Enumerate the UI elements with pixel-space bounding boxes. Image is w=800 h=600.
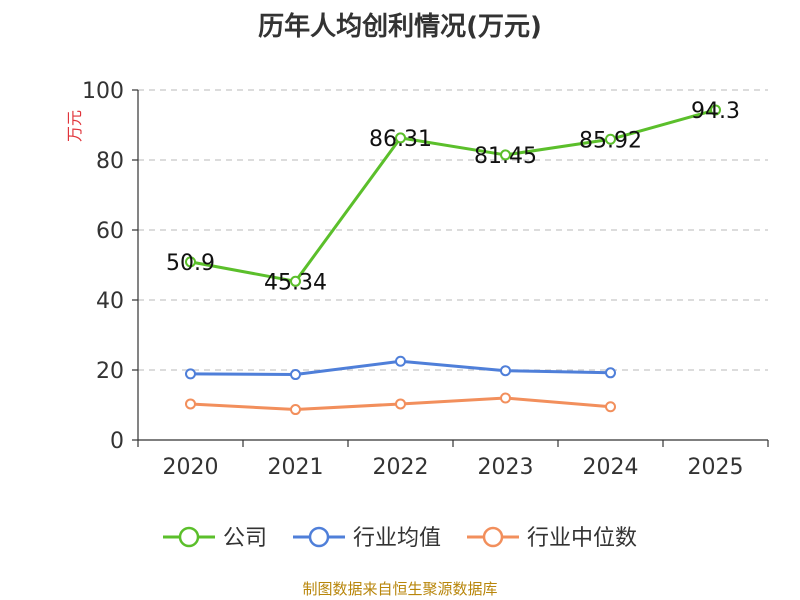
data-point bbox=[605, 133, 616, 145]
x-tick-label: 2021 bbox=[268, 455, 324, 480]
y-tick-label: 80 bbox=[96, 149, 124, 174]
legend: 公司 行业均值 行业中位数 bbox=[163, 526, 637, 551]
legend-marker bbox=[482, 526, 504, 548]
x-tick-label: 2022 bbox=[373, 455, 429, 480]
legend-label: 行业中位数 bbox=[527, 526, 637, 551]
series-lines bbox=[185, 104, 721, 416]
data-point bbox=[605, 367, 616, 379]
data-point bbox=[185, 368, 196, 380]
data-point bbox=[500, 149, 511, 161]
axes: 0 20 40 60 80 100 2020 2021 2022 2023 2024 2025 万元 bbox=[65, 79, 769, 480]
source-note: 制图数据来自恒生聚源数据库 bbox=[302, 580, 498, 598]
data-label: 81.45 bbox=[474, 144, 537, 169]
x-tick-label: 2020 bbox=[163, 455, 219, 480]
data-point bbox=[605, 401, 616, 413]
data-labels: 50.9 45.34 86.31 81.45 85.92 94.3 bbox=[166, 99, 740, 295]
data-label: 85.92 bbox=[579, 128, 642, 153]
legend-label: 行业均值 bbox=[353, 526, 441, 551]
x-tick-label: 2025 bbox=[688, 455, 744, 480]
y-axis-label: 万元 bbox=[65, 110, 84, 142]
legend-label: 公司 bbox=[223, 526, 267, 551]
data-label: 94.3 bbox=[691, 99, 740, 124]
x-tick-label: 2023 bbox=[478, 455, 534, 480]
data-point bbox=[290, 369, 301, 381]
data-point bbox=[395, 132, 406, 144]
data-point bbox=[290, 275, 301, 287]
data-label: 50.9 bbox=[166, 251, 215, 276]
grid-lines bbox=[138, 89, 768, 371]
x-tick-label: 2024 bbox=[583, 455, 639, 480]
y-tick-label: 0 bbox=[110, 429, 124, 454]
y-tick-label: 20 bbox=[96, 359, 124, 384]
data-label: 45.34 bbox=[264, 270, 327, 295]
data-point bbox=[290, 404, 301, 416]
chart-title: 历年人均创利情况(万元) bbox=[258, 12, 542, 42]
data-point bbox=[500, 392, 511, 404]
data-point bbox=[500, 365, 511, 377]
data-point bbox=[395, 398, 406, 410]
legend-marker bbox=[308, 526, 330, 548]
data-point bbox=[710, 104, 721, 116]
y-tick-label: 60 bbox=[96, 219, 124, 244]
data-point bbox=[395, 355, 406, 367]
series-line bbox=[190, 108, 716, 283]
data-point bbox=[185, 398, 196, 410]
y-tick-label: 100 bbox=[82, 79, 124, 104]
y-tick-label: 40 bbox=[96, 289, 124, 314]
data-label: 86.31 bbox=[369, 127, 432, 152]
data-point bbox=[185, 256, 196, 268]
legend-marker bbox=[178, 526, 200, 548]
